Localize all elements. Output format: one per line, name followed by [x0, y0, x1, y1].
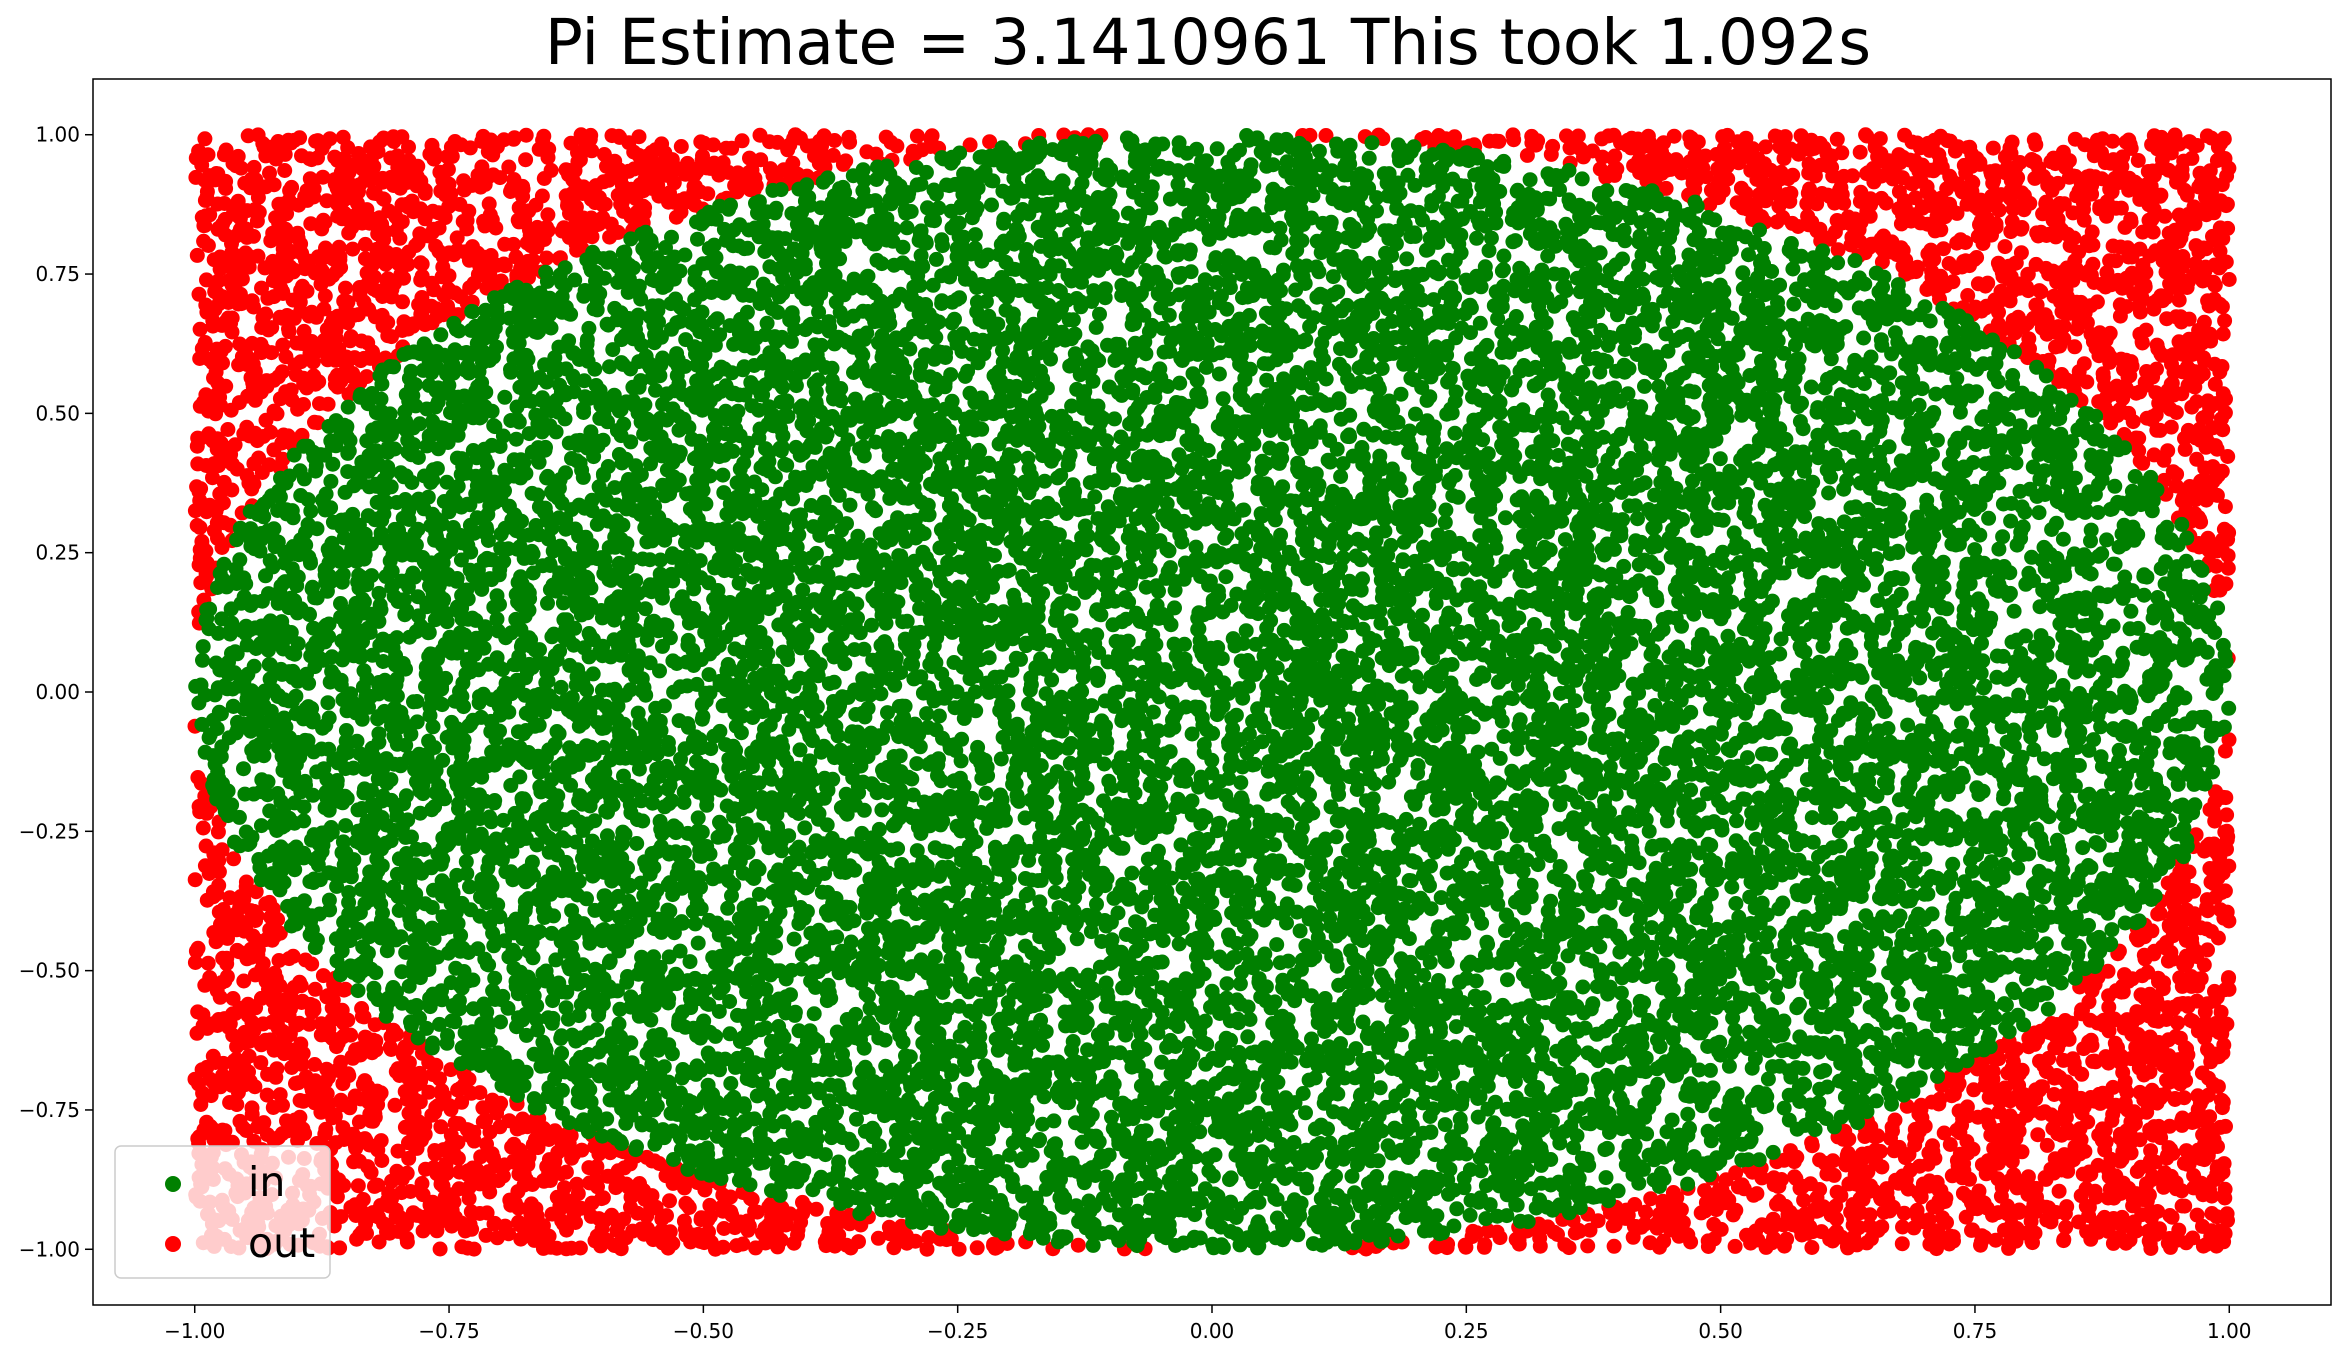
legend-marker-in [165, 1176, 181, 1192]
y-tick-label: 0.75 [35, 262, 80, 286]
y-tick-label: 0.00 [35, 680, 80, 704]
x-axis: −1.00 −0.75 −0.50 −0.25 0.00 0.25 0.50 0.75 1.00 [164, 1305, 2252, 1343]
x-tick-label: −0.50 [673, 1319, 734, 1343]
y-tick-label: −1.00 [19, 1237, 80, 1261]
y-tick-label: −0.25 [19, 819, 80, 843]
x-tick-label: 0.00 [1190, 1319, 1235, 1343]
y-tick-label: 0.50 [35, 401, 80, 425]
y-tick-label: 1.00 [35, 123, 80, 147]
legend-marker-out [165, 1236, 181, 1252]
y-axis: 1.00 0.75 0.50 0.25 0.00 −0.25 −0.50 −0.75 −1.00 [19, 123, 93, 1261]
x-tick-label: −0.75 [418, 1319, 479, 1343]
chart-title: Pi Estimate = 3.1410961 This took 1.092s [545, 6, 1871, 79]
y-tick-label: −0.50 [19, 959, 80, 983]
scatter-points [187, 127, 2237, 1257]
x-tick-label: −0.25 [927, 1319, 988, 1343]
legend-label-out: out [248, 1219, 315, 1267]
legend: in out [114, 1145, 331, 1279]
x-tick-label: 1.00 [2207, 1319, 2252, 1343]
x-tick-label: 0.25 [1444, 1319, 1489, 1343]
series-in-points [188, 128, 2237, 1256]
x-tick-label: −1.00 [164, 1319, 225, 1343]
y-tick-label: −0.75 [19, 1098, 80, 1122]
x-tick-label: 0.75 [1953, 1319, 1998, 1343]
legend-label-in: in [248, 1158, 285, 1206]
y-tick-label: 0.25 [35, 541, 80, 565]
x-tick-label: 0.50 [1698, 1319, 1743, 1343]
